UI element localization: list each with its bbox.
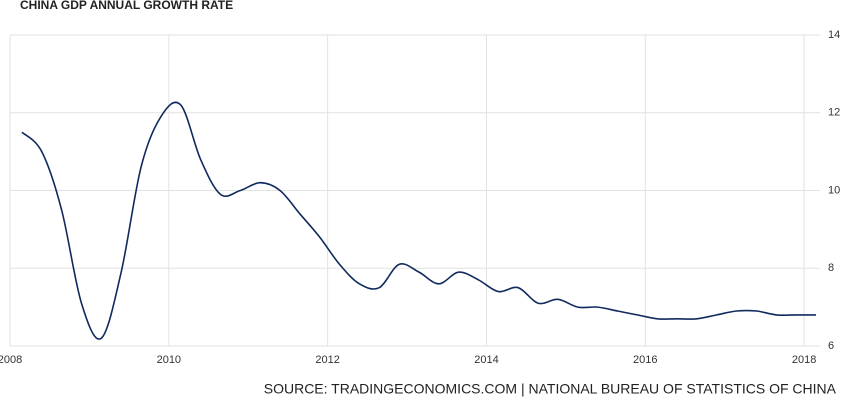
x-tick-label: 2014 bbox=[474, 354, 498, 366]
x-tick-label: 2018 bbox=[792, 354, 816, 366]
y-tick-label: 10 bbox=[828, 184, 840, 196]
y-tick-label: 12 bbox=[828, 107, 840, 119]
x-tick-label: 2012 bbox=[315, 354, 339, 366]
data-line bbox=[21, 101, 817, 340]
y-tick-label: 8 bbox=[828, 262, 834, 274]
x-tick-label: 2010 bbox=[157, 354, 181, 366]
y-tick-label: 14 bbox=[828, 29, 840, 41]
chart-title: CHINA GDP ANNUAL GROWTH RATE bbox=[20, 0, 233, 12]
y-tick-label: 6 bbox=[828, 340, 834, 352]
x-tick-label: 2008 bbox=[0, 354, 22, 366]
source-note: SOURCE: TRADINGECONOMICS.COM | NATIONAL … bbox=[264, 381, 837, 397]
x-tick-label: 2016 bbox=[633, 354, 657, 366]
